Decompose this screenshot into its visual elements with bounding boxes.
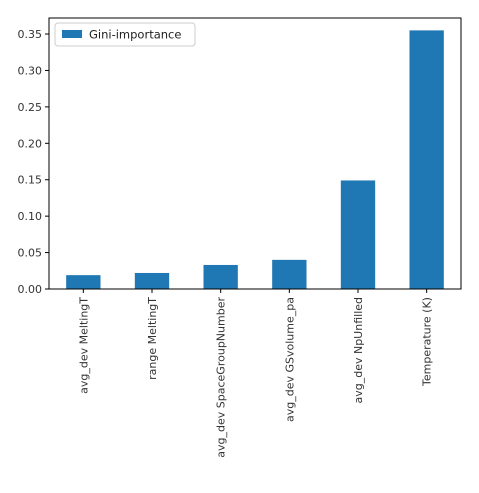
plot-frame — [48, 17, 462, 290]
legend: Gini-importance — [54, 22, 196, 47]
y-tick-label-4: 0.20 — [18, 137, 43, 150]
bars — [66, 30, 444, 289]
legend-swatch — [62, 30, 82, 38]
x-tick-label-0: avg_dev MeltingT — [77, 297, 90, 394]
y-tick-label-6: 0.30 — [18, 64, 43, 77]
axes: 0.00 0.05 0.10 0.15 0.20 0.25 0.30 0.35 avg_dev … — [18, 17, 462, 458]
y-tick-label-7: 0.35 — [18, 28, 43, 41]
x-tick-label-3: avg_dev GSvolume_pa — [283, 297, 296, 422]
x-tick-label-4: avg_dev NpUnfilled — [352, 297, 365, 404]
x-tick-label-5: Temperature (K) — [421, 297, 434, 387]
y-tick-label-2: 0.10 — [18, 210, 43, 223]
bar-2 — [203, 264, 238, 289]
bar-0 — [66, 275, 101, 289]
x-tick-label-2: avg_dev SpaceGroupNumber — [215, 297, 228, 458]
bar-5 — [409, 30, 444, 289]
y-tick-label-1: 0.05 — [18, 247, 43, 260]
bar-4 — [340, 180, 376, 289]
x-tick-label-1: range MeltingT — [146, 297, 159, 380]
bar-1 — [134, 272, 170, 289]
y-tick-label-0: 0.00 — [18, 283, 43, 296]
y-tick-label-5: 0.25 — [18, 101, 43, 114]
legend-box — [54, 22, 196, 47]
y-tick-label-3: 0.15 — [18, 174, 43, 187]
bar-3 — [272, 259, 307, 289]
legend-label: Gini-importance — [89, 28, 181, 42]
